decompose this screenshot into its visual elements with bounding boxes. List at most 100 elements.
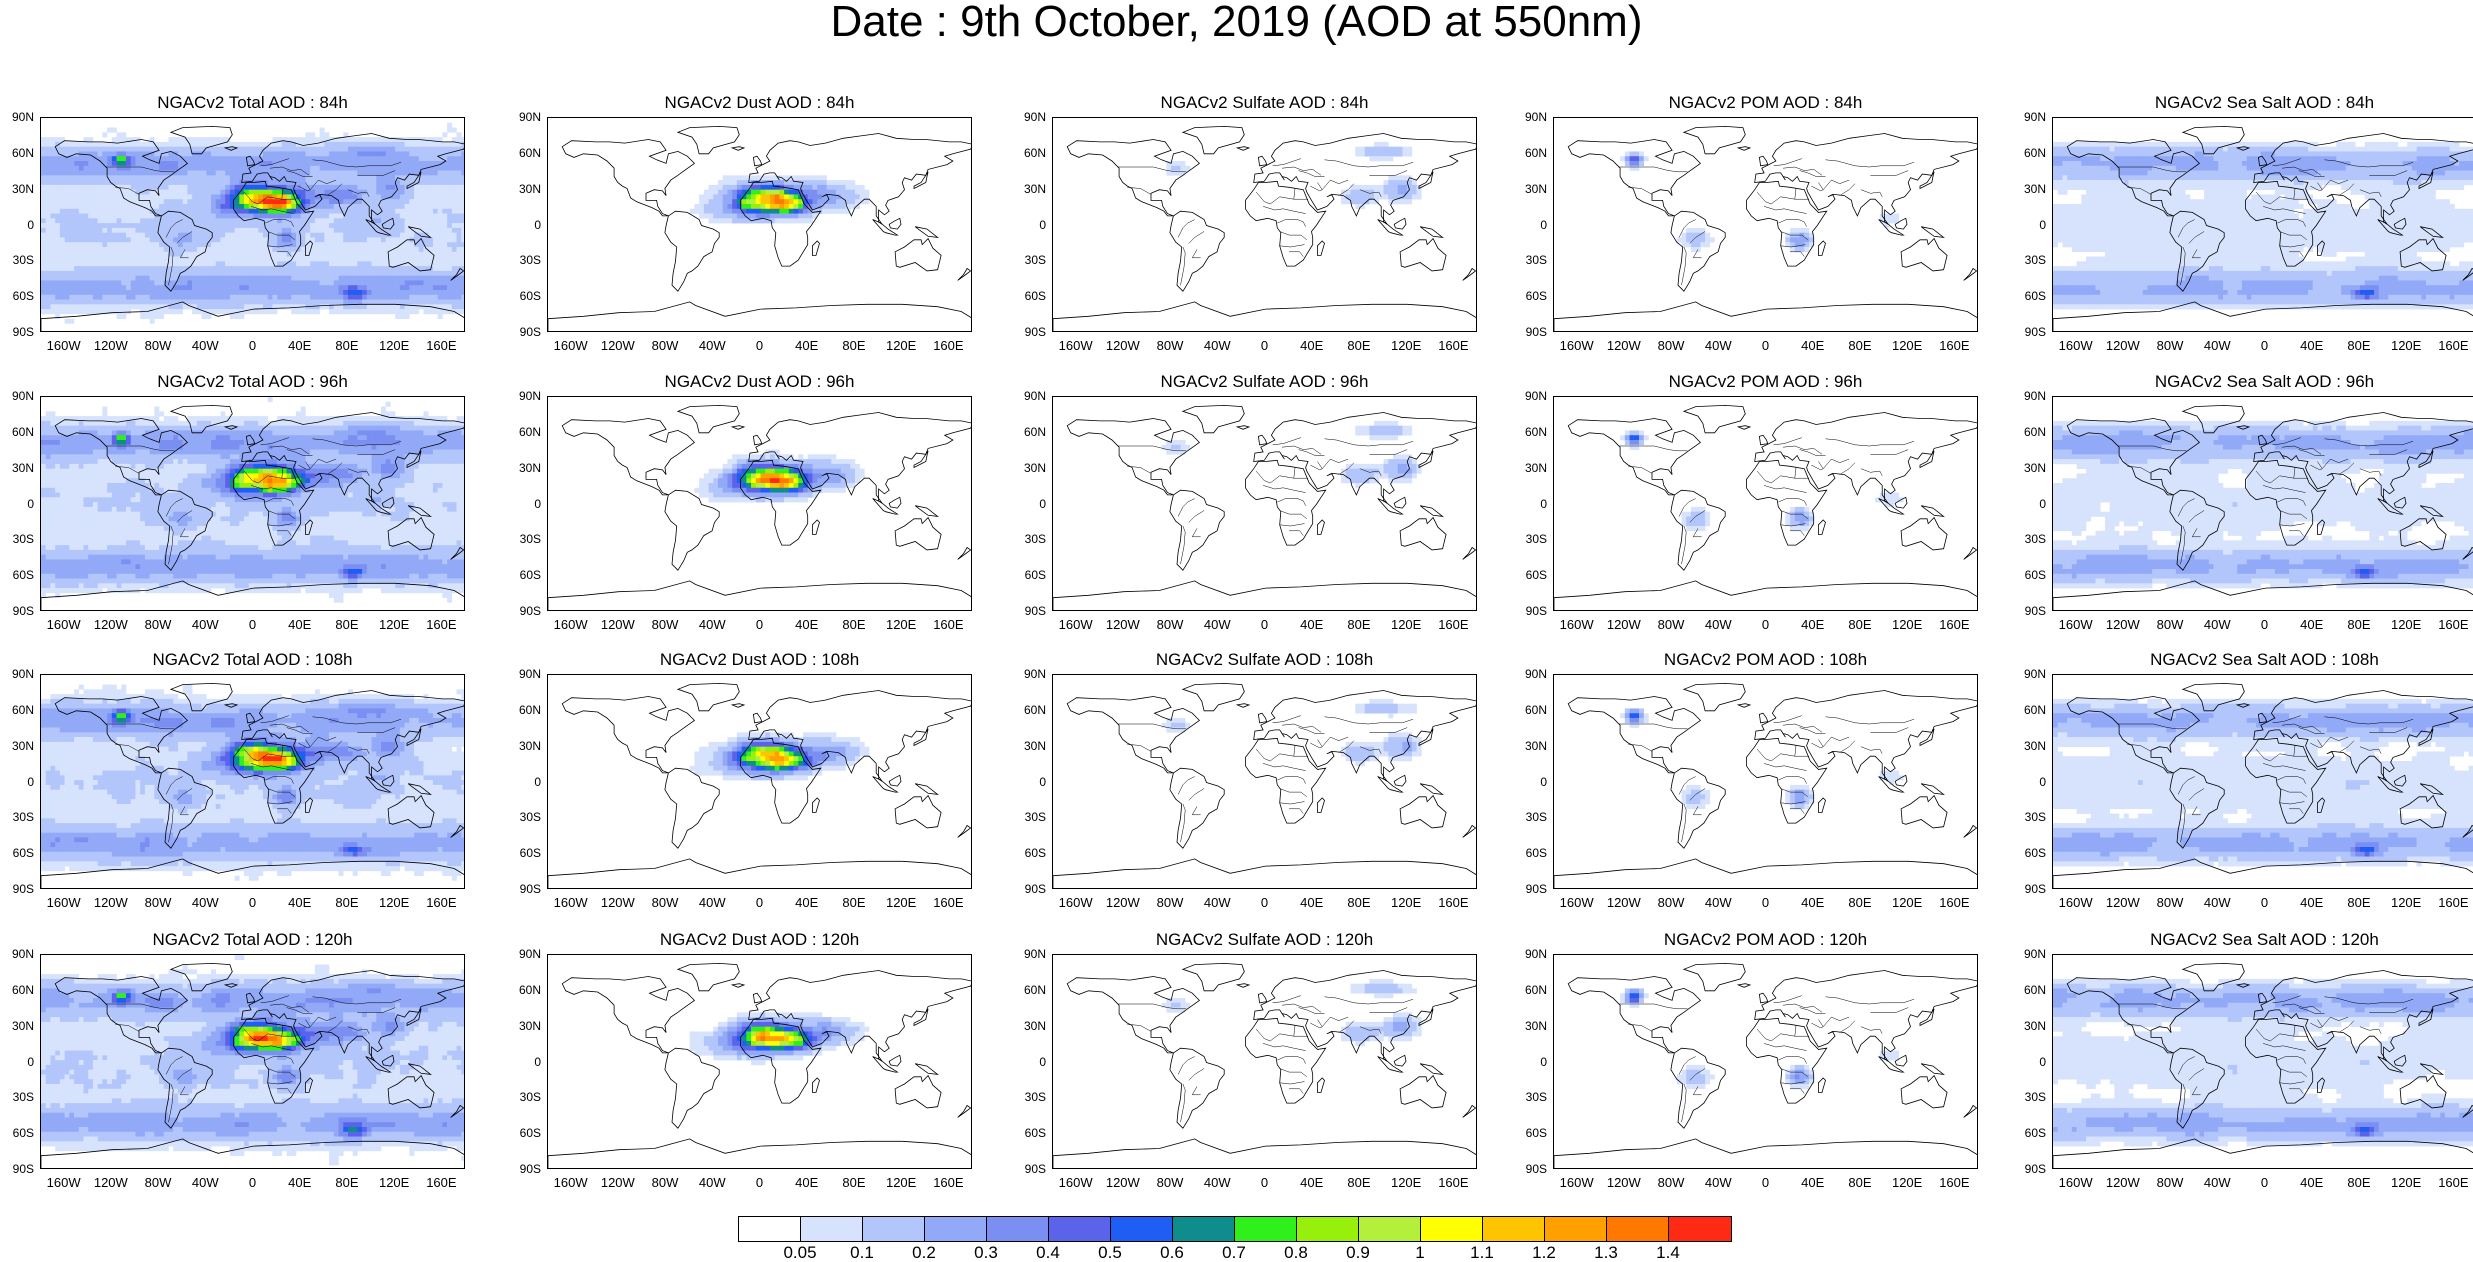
longitude-tick-label: 160E (1438, 896, 1468, 910)
longitude-tick-label: 80E (335, 618, 358, 632)
panel-title: NGACv2 Sea Salt AOD : 96h (2052, 372, 2473, 392)
britain-outline (753, 993, 761, 1003)
antarctica-outline (1554, 1139, 1978, 1169)
aod-field (41, 955, 465, 1166)
latitude-tick-label: 30N (507, 183, 541, 195)
longitude-tick-label: 160W (1560, 339, 1594, 353)
colorbar-swatch (1359, 1217, 1421, 1241)
longitude-tick-label: 120E (2391, 339, 2421, 353)
longitude-tick-label: 80W (2157, 618, 2184, 632)
latitude-tick-label: 0 (2012, 498, 2046, 510)
aod-map (1554, 118, 1978, 332)
aod-map (2053, 955, 2473, 1169)
latitude-tick-label: 30N (2012, 1020, 2046, 1032)
aod-field (690, 1012, 870, 1065)
colorbar-swatch (1111, 1217, 1173, 1241)
longitude-tick-label: 0 (756, 339, 763, 353)
aod-map (1053, 675, 1477, 889)
latitude-tick-label: 90N (0, 390, 34, 402)
latitude-tick-label: 60S (507, 1127, 541, 1139)
panel-title: NGACv2 POM AOD : 96h (1553, 372, 1978, 392)
map-frame (1553, 674, 1978, 889)
panel-title: NGACv2 Dust AOD : 84h (547, 93, 972, 113)
longitude-tick-label: 80E (335, 896, 358, 910)
greenland-outline (1183, 126, 1244, 153)
antarctica-outline (548, 1139, 972, 1169)
longitude-tick-label: 0 (1261, 339, 1268, 353)
latitude-tick-label: 30S (1513, 533, 1547, 545)
longitude-tick-label: 160E (1939, 896, 1969, 910)
latitude-tick-label: 30S (507, 811, 541, 823)
britain-outline (1258, 713, 1266, 723)
eurasia-outline (1755, 691, 1978, 782)
latitude-tick-label: 30S (1012, 254, 1046, 266)
latitude-tick-label: 60S (1012, 1127, 1046, 1139)
longitude-tick-label: 160W (47, 339, 81, 353)
panel-title: NGACv2 Total AOD : 84h (40, 93, 465, 113)
longitude-tick-label: 0 (756, 1176, 763, 1190)
longitude-tick-label: 80W (2157, 339, 2184, 353)
longitude-tick-label: 80E (1347, 618, 1370, 632)
newGuinea-outline (915, 506, 937, 517)
longitude-tick-label: 120W (1106, 339, 1140, 353)
newZealand-outline (958, 826, 971, 838)
longitude-tick-label: 40E (2300, 339, 2323, 353)
latitude-tick-label: 60N (1513, 984, 1547, 996)
longitude-tick-label: 80E (2347, 618, 2370, 632)
longitude-tick-label: 40E (1300, 1176, 1323, 1190)
longitude-tick-label: 40E (288, 618, 311, 632)
coastlines (1554, 683, 1978, 889)
colorbar-swatch (1235, 1217, 1297, 1241)
longitude-tick-label: 160E (933, 618, 963, 632)
longitude-tick-label: 40W (1705, 618, 1732, 632)
country-borders (1118, 438, 1413, 565)
longitude-tick-label: 0 (2261, 896, 2268, 910)
latitude-tick-label: 30S (0, 1091, 34, 1103)
latitude-tick-label: 90S (1012, 326, 1046, 338)
latitude-tick-label: 30N (507, 462, 541, 474)
colorbar-tick-label: 0.2 (912, 1244, 936, 1262)
longitude-tick-label: 80W (652, 896, 679, 910)
latitude-tick-label: 30N (2012, 462, 2046, 474)
longitude-tick-label: 0 (2261, 339, 2268, 353)
longitude-tick-label: 160W (1059, 618, 1093, 632)
latitude-tick-label: 90N (1012, 948, 1046, 960)
longitude-tick-label: 40E (795, 1176, 818, 1190)
latitude-tick-label: 60N (2012, 147, 2046, 159)
latitude-tick-label: 60N (1012, 704, 1046, 716)
aod-map (1053, 955, 1477, 1169)
aod-map (2053, 397, 2473, 611)
country-borders (1118, 716, 1413, 843)
longitude-tick-label: 160E (933, 896, 963, 910)
longitude-tick-label: 80E (1347, 1176, 1370, 1190)
longitude-tick-label: 160E (2438, 1176, 2468, 1190)
latitude-tick-label: 0 (1012, 498, 1046, 510)
latitude-tick-label: 30S (1012, 1091, 1046, 1103)
australia-outline (895, 518, 941, 550)
longitude-tick-label: 160W (2059, 1176, 2093, 1190)
map-frame (40, 954, 465, 1169)
longitude-tick-label: 120E (886, 618, 916, 632)
northAmerica-outline (562, 140, 694, 216)
latitude-tick-label: 60N (1012, 426, 1046, 438)
latitude-tick-label: 90N (2012, 111, 2046, 123)
longitude-tick-label: 40W (699, 1176, 726, 1190)
madagascar-outline (1818, 798, 1825, 812)
aod-field (690, 175, 870, 223)
northAmerica-outline (1568, 697, 1700, 773)
colorbar-swatch (1483, 1217, 1545, 1241)
colorbar-tick-label: 1.3 (1594, 1244, 1618, 1262)
latitude-tick-label: 0 (0, 498, 34, 510)
newGuinea-outline (1420, 227, 1442, 238)
longitude-tick-label: 120W (94, 618, 128, 632)
longitude-tick-label: 160E (1939, 1176, 1969, 1190)
aod-map (41, 955, 465, 1169)
latitude-tick-label: 30N (0, 462, 34, 474)
aod-map (1053, 118, 1477, 332)
latitude-tick-label: 60S (1513, 1127, 1547, 1139)
